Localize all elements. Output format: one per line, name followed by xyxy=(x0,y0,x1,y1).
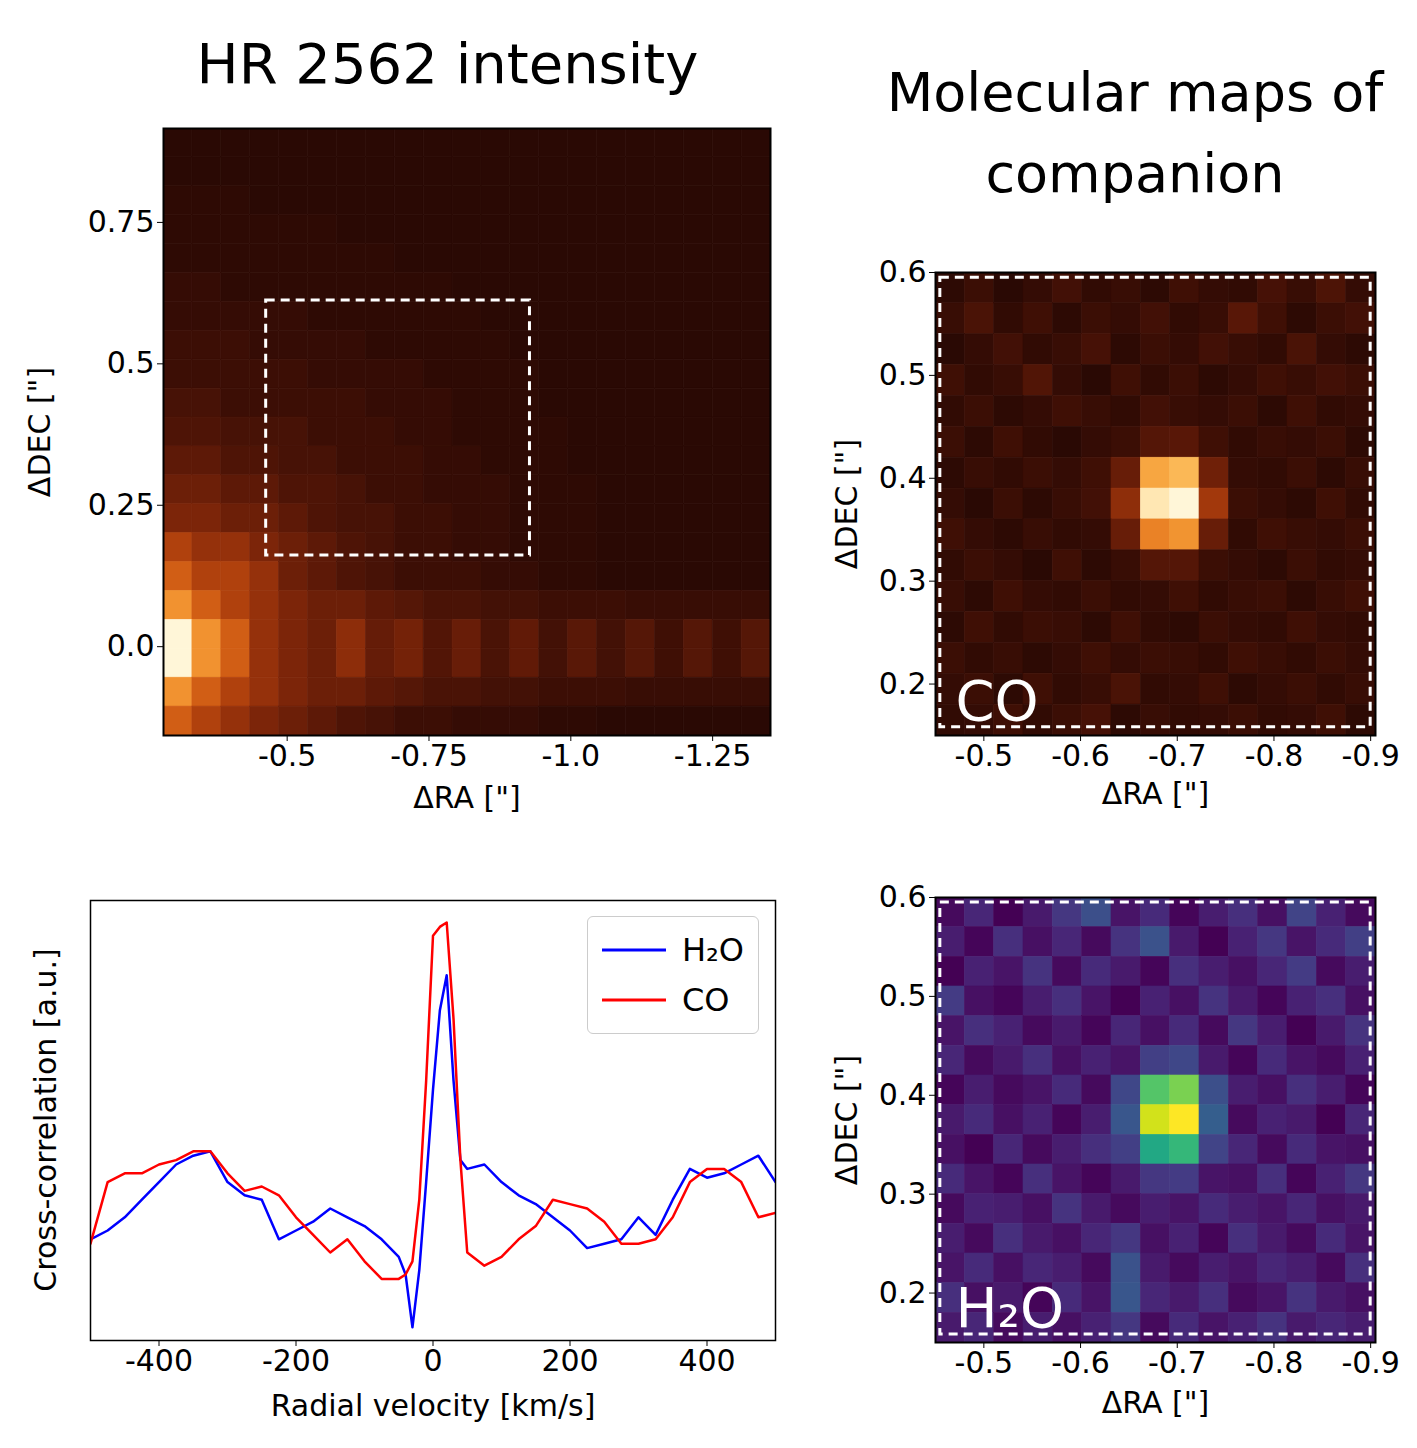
svg-text:-0.7: -0.7 xyxy=(1148,1345,1207,1380)
svg-text:-0.8: -0.8 xyxy=(1245,738,1304,773)
svg-text:H₂O: H₂O xyxy=(956,1275,1065,1340)
svg-text:200: 200 xyxy=(541,1343,598,1378)
svg-text:0.2: 0.2 xyxy=(879,1275,927,1310)
svg-text:0: 0 xyxy=(423,1343,442,1378)
html-text:H₂O: H₂O xyxy=(681,931,744,969)
svg-text:ΔDEC ["]: ΔDEC ["] xyxy=(829,1055,864,1185)
svg-text:0.3: 0.3 xyxy=(879,1176,927,1211)
svg-text:0.6: 0.6 xyxy=(879,879,927,914)
svg-text:-1.25: -1.25 xyxy=(674,738,752,773)
svg-text:-0.9: -0.9 xyxy=(1341,738,1400,773)
svg-text:0.5: 0.5 xyxy=(879,357,927,392)
svg-text:0.3: 0.3 xyxy=(879,563,927,598)
svg-text:0.5: 0.5 xyxy=(879,978,927,1013)
svg-text:0.25: 0.25 xyxy=(88,487,155,522)
svg-text:-0.5: -0.5 xyxy=(955,1345,1014,1380)
svg-text:-0.9: -0.9 xyxy=(1341,1345,1400,1380)
svg-text:0.2: 0.2 xyxy=(879,666,927,701)
svg-text:-1.0: -1.0 xyxy=(542,738,601,773)
html-text:CO: CO xyxy=(681,981,730,1019)
svg-text:0.4: 0.4 xyxy=(879,1077,927,1112)
svg-text:ΔRA ["]: ΔRA ["] xyxy=(1102,776,1209,811)
svg-text:-0.6: -0.6 xyxy=(1051,1345,1110,1380)
svg-text:-0.5: -0.5 xyxy=(258,738,317,773)
svg-text:ΔRA ["]: ΔRA ["] xyxy=(413,780,520,815)
svg-text:-0.7: -0.7 xyxy=(1148,738,1207,773)
html-text:Cross-correlation [a.u.]: Cross-correlation [a.u.] xyxy=(27,948,63,1292)
svg-text:-200: -200 xyxy=(262,1343,330,1378)
svg-text:-0.8: -0.8 xyxy=(1245,1345,1304,1380)
svg-text:Radial velocity [km/s]: Radial velocity [km/s] xyxy=(271,1388,596,1423)
svg-text:0.0: 0.0 xyxy=(107,628,155,663)
html-text:Molecular maps of companion: Molecular maps of companion xyxy=(886,61,1384,205)
svg-text:0.6: 0.6 xyxy=(879,254,927,289)
svg-text:-0.75: -0.75 xyxy=(390,738,468,773)
svg-text:-400: -400 xyxy=(125,1343,193,1378)
svg-text:ΔDEC ["]: ΔDEC ["] xyxy=(829,439,864,569)
svg-text:400: 400 xyxy=(678,1343,735,1378)
html-text:HR 2562 intensity: HR 2562 intensity xyxy=(196,31,699,96)
svg-text:-0.6: -0.6 xyxy=(1051,738,1110,773)
svg-text:ΔDEC ["]: ΔDEC ["] xyxy=(22,367,57,497)
svg-text:0.4: 0.4 xyxy=(879,460,927,495)
svg-text:CO: CO xyxy=(956,668,1039,733)
svg-text:0.5: 0.5 xyxy=(107,345,155,380)
svg-text:0.75: 0.75 xyxy=(88,204,155,239)
svg-text:-0.5: -0.5 xyxy=(955,738,1014,773)
svg-text:ΔRA ["]: ΔRA ["] xyxy=(1102,1385,1209,1420)
